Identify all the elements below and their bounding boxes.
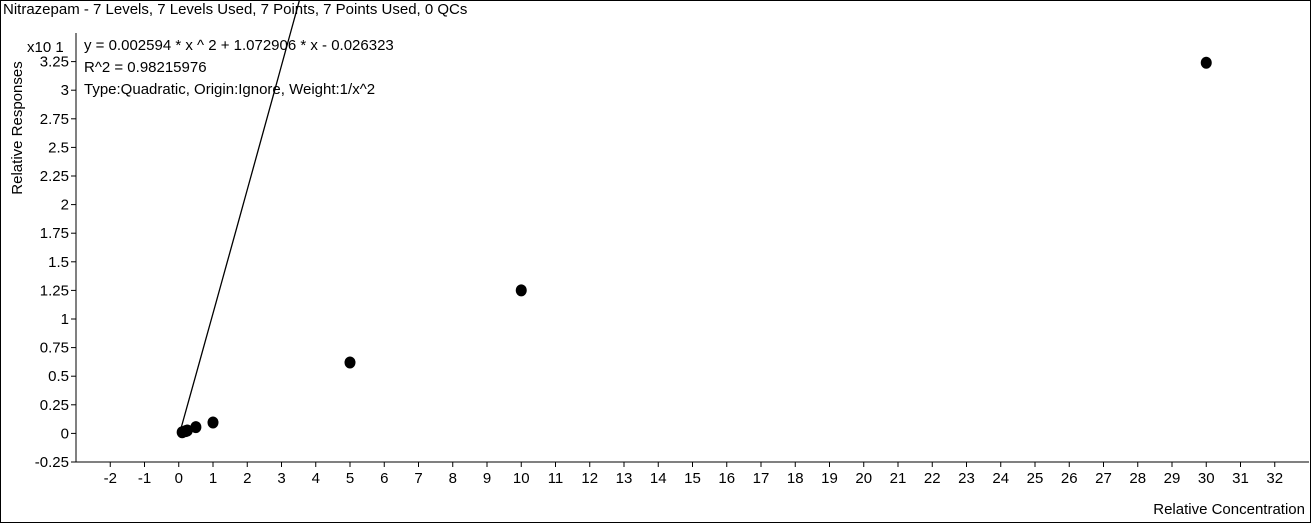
x-tick-label: 8: [449, 470, 457, 487]
y-tick-label: 0.25: [40, 397, 69, 414]
fit-layer: [178, 0, 301, 437]
x-tick-label: 13: [616, 470, 633, 487]
data-point[interactable]: [344, 356, 356, 369]
x-tick-label: 12: [581, 470, 598, 487]
x-tick-label: 26: [1061, 470, 1078, 487]
y-tick-label: 0: [61, 425, 69, 442]
x-tick-label: 32: [1266, 470, 1283, 487]
data-point[interactable]: [207, 416, 219, 429]
annotations: y = 0.002594 * x ^ 2 + 1.072906 * x - 0.…: [84, 37, 394, 98]
points-layer: [176, 56, 1212, 439]
x-tick-label: 6: [380, 470, 388, 487]
axes: -0.25 0 0.25 0.5 0.75 1 1.25 1.5 1.75 2 2.25 2.5 2.7…: [9, 33, 1309, 518]
y-tick-label: 0.75: [40, 340, 69, 357]
x-tick-label: 4: [312, 470, 320, 487]
x-tick-label: 7: [414, 470, 422, 487]
y-tick-label: 1.25: [40, 282, 69, 299]
x-tick-label: 21: [890, 470, 907, 487]
x-tick-label: 9: [483, 470, 491, 487]
y-tick-label: 1: [61, 311, 69, 328]
x-tick-label: 25: [1027, 470, 1044, 487]
y-tick-label: 1.5: [48, 254, 69, 271]
x-tick-label: 15: [684, 470, 701, 487]
x-tick-label: 20: [855, 470, 872, 487]
x-tick-label: 16: [718, 470, 735, 487]
x-tick-label: 24: [992, 470, 1009, 487]
chart-title: Nitrazepam - 7 Levels, 7 Levels Used, 7 …: [3, 1, 468, 18]
x-tick-label: 27: [1095, 470, 1112, 487]
fit-annotation: y = 0.002594 * x ^ 2 + 1.072906 * x - 0.…: [84, 37, 394, 54]
y-tick-label: 2.75: [40, 111, 69, 128]
data-point[interactable]: [1200, 56, 1212, 69]
x-tick-label: 3: [277, 470, 285, 487]
x-tick-label: 2: [243, 470, 251, 487]
fit-annotation: Type:Quadratic, Origin:Ignore, Weight:1/…: [84, 81, 375, 98]
x-tick-label: -2: [104, 470, 117, 487]
y-tick-label: -0.25: [35, 454, 69, 471]
x-tick-label: -1: [138, 470, 151, 487]
data-point[interactable]: [190, 421, 202, 434]
x-tick-label: 28: [1129, 470, 1146, 487]
fit-annotation: R^2 = 0.98215976: [84, 59, 207, 76]
x-tick-label: 1: [209, 470, 217, 487]
y-tick-label: 0.5: [48, 368, 69, 385]
y-multiplier: x10 1: [27, 39, 64, 56]
x-tick-label: 22: [924, 470, 941, 487]
x-tick-label: 14: [650, 470, 667, 487]
data-point[interactable]: [181, 424, 193, 437]
x-tick-label: 19: [821, 470, 838, 487]
x-tick-label: 18: [787, 470, 804, 487]
x-tick-label: 30: [1198, 470, 1215, 487]
x-tick-label: 31: [1232, 470, 1249, 487]
y-tick-label: 2: [61, 197, 69, 214]
x-axis-label: Relative Concentration: [1153, 501, 1305, 518]
y-axis-label: Relative Responses: [9, 61, 26, 194]
x-tick-label: 5: [346, 470, 354, 487]
data-point[interactable]: [515, 284, 527, 297]
y-tick-label: 2.5: [48, 139, 69, 156]
x-tick-label: 17: [753, 470, 770, 487]
y-tick-label: 1.75: [40, 225, 69, 242]
y-tick-label: 3: [61, 82, 69, 99]
x-tick-label: 29: [1164, 470, 1181, 487]
x-tick-label: 0: [175, 470, 183, 487]
fit-curve: [178, 0, 301, 437]
y-tick-label: 2.25: [40, 168, 69, 185]
x-tick-label: 11: [548, 470, 564, 487]
y-tick-label: 3.25: [40, 54, 69, 71]
x-tick-label: 23: [958, 470, 975, 487]
x-tick-label: 10: [513, 470, 530, 487]
